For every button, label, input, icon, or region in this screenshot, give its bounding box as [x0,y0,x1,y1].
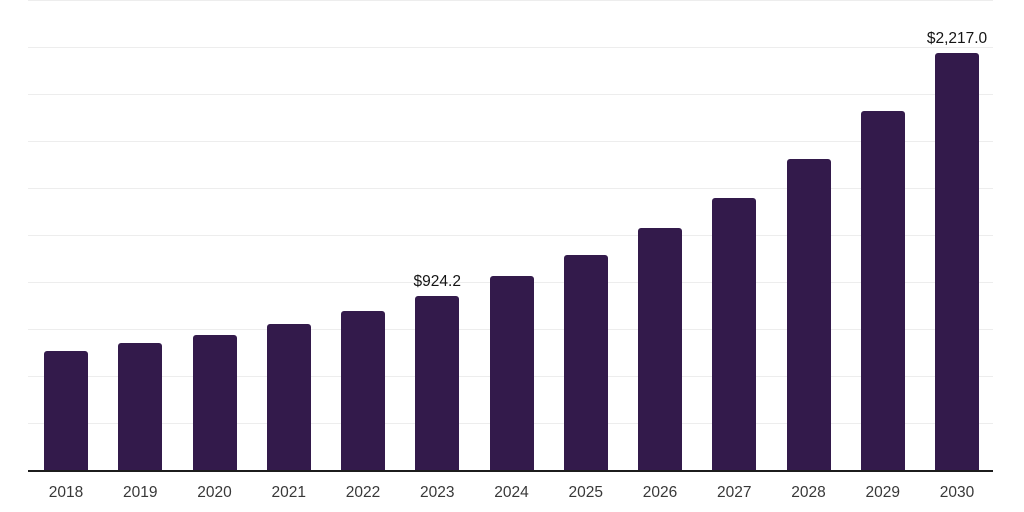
bar-2028[interactable] [786,158,831,470]
x-tick-2018: 2018 [48,484,84,501]
plot-area: $924.2 $2,217.0 [28,0,993,472]
x-tick-2029: 2029 [865,484,900,501]
x-tick-2022: 2022 [345,484,381,501]
value-label-2030: $2,217.0 [926,29,988,47]
x-tick-2019: 2019 [123,484,158,501]
x-tick-2028: 2028 [791,484,826,501]
bar-2021[interactable] [266,323,311,470]
bar-2029[interactable] [860,110,905,470]
bar-2018[interactable] [44,351,88,470]
bar-2024[interactable] [489,276,534,470]
x-tick-2025: 2025 [568,484,603,501]
x-tick-2020: 2020 [197,484,232,501]
x-tick-2027: 2027 [717,484,752,501]
bar-2019[interactable] [118,343,163,470]
x-tick-2026: 2026 [642,484,678,501]
x-tick-2030: 2030 [939,484,975,501]
bar-2027[interactable] [712,197,757,470]
x-tick-2021: 2021 [271,484,306,501]
bar-2030[interactable] [935,53,979,470]
bar-2023[interactable] [415,296,460,470]
x-axis-labels: 2018 2019 2020 2021 2022 2023 2024 2025 2026 2027… [28,484,993,506]
bar-2025[interactable] [563,255,608,470]
value-label-2023: $924.2 [413,272,461,290]
x-tick-2023: 2023 [420,484,455,501]
bar-2026[interactable] [638,228,682,470]
bar-2020[interactable] [192,335,237,470]
x-tick-2024: 2024 [494,484,529,501]
bar-2022[interactable] [341,310,385,470]
